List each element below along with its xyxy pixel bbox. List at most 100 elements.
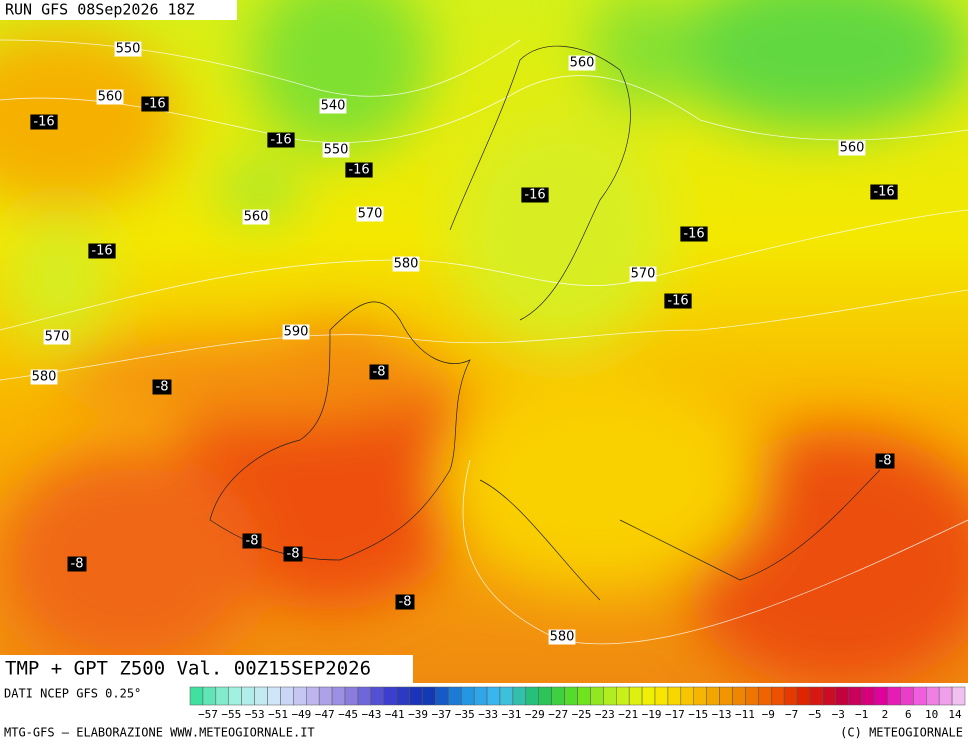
height-label-bg bbox=[548, 629, 576, 645]
temperature-label: -16 bbox=[524, 188, 545, 203]
scale-label: −11 bbox=[735, 708, 755, 721]
scale-swatch bbox=[383, 686, 397, 706]
temperature-label-bg bbox=[680, 226, 708, 242]
scale-label: −51 bbox=[268, 708, 288, 721]
temperature-label: -8 bbox=[246, 534, 259, 549]
scale-swatch bbox=[241, 686, 255, 706]
scale-label: −49 bbox=[291, 708, 311, 721]
scale-label: −5 bbox=[808, 708, 821, 721]
scale-label: −41 bbox=[385, 708, 405, 721]
scale-label: −23 bbox=[595, 708, 615, 721]
temperature-label-bg bbox=[242, 533, 262, 549]
scale-swatch bbox=[512, 686, 527, 706]
height-label: 570 bbox=[358, 207, 383, 222]
height-label-bg bbox=[356, 206, 384, 222]
height-label-bg bbox=[319, 98, 347, 114]
scale-swatch bbox=[887, 686, 901, 706]
scale-swatch bbox=[215, 686, 229, 706]
height-label-bg bbox=[629, 266, 657, 282]
scale-swatch bbox=[603, 686, 617, 706]
scale-label: −1 bbox=[855, 708, 868, 721]
scale-label: −35 bbox=[455, 708, 475, 721]
scale-swatch bbox=[293, 686, 307, 706]
scale-swatch bbox=[874, 686, 888, 706]
scale-swatch bbox=[732, 686, 746, 706]
scale-label: −55 bbox=[221, 708, 241, 721]
map-title: TMP + GPT Z500 Val. 00Z15SEP2026 bbox=[5, 658, 371, 680]
height-label: 560 bbox=[840, 141, 865, 156]
scale-label: −9 bbox=[762, 708, 775, 721]
temperature-label-bg bbox=[345, 162, 373, 178]
scale-swatch bbox=[280, 686, 294, 706]
height-label: 590 bbox=[284, 325, 309, 340]
height-label: 580 bbox=[394, 257, 419, 272]
height-label: 560 bbox=[98, 90, 123, 105]
height-label-bg bbox=[282, 324, 310, 340]
height-label: 560 bbox=[570, 56, 595, 71]
scale-swatch bbox=[822, 686, 837, 706]
source-label: DATI NCEP GFS 0.25° bbox=[4, 687, 141, 701]
scale-swatch bbox=[318, 686, 333, 706]
height-label-bg bbox=[322, 142, 350, 158]
scale-swatch bbox=[900, 686, 914, 706]
scale-label: −15 bbox=[688, 708, 708, 721]
scale-label: −33 bbox=[478, 708, 498, 721]
temperature-label: -16 bbox=[270, 133, 291, 148]
scale-swatch bbox=[331, 686, 346, 706]
temperature-label: -16 bbox=[144, 97, 165, 112]
scale-label: −25 bbox=[572, 708, 592, 721]
temperature-label: -8 bbox=[287, 547, 300, 562]
temperature-label-bg bbox=[267, 132, 295, 148]
height-label: 560 bbox=[244, 210, 269, 225]
scale-swatch bbox=[667, 686, 682, 706]
temperature-label: -16 bbox=[348, 163, 369, 178]
scale-swatch bbox=[370, 686, 385, 706]
scale-swatch bbox=[254, 686, 268, 706]
scale-swatch bbox=[357, 686, 372, 706]
scale-swatch bbox=[719, 686, 733, 706]
scale-label: −37 bbox=[432, 708, 452, 721]
scale-swatch bbox=[693, 686, 707, 706]
title-box bbox=[0, 655, 413, 683]
temperature-label-bg bbox=[395, 594, 415, 610]
temperature-label-bg bbox=[67, 556, 87, 572]
temperature-label-bg bbox=[30, 114, 58, 130]
height-label-bg bbox=[392, 256, 420, 272]
scale-swatch bbox=[938, 686, 953, 706]
scale-swatch bbox=[577, 686, 591, 706]
scale-swatch bbox=[745, 686, 759, 706]
height-contours bbox=[0, 39, 968, 645]
height-label: 550 bbox=[116, 42, 141, 57]
scale-label: −27 bbox=[548, 708, 568, 721]
scale-swatch bbox=[809, 686, 824, 706]
temperature-label-bg bbox=[369, 364, 389, 380]
scale-label: −3 bbox=[832, 708, 845, 721]
temperature-label: -16 bbox=[873, 185, 894, 200]
temperature-label-bg bbox=[88, 243, 116, 259]
scale-swatch bbox=[448, 686, 462, 706]
scale-label: −45 bbox=[338, 708, 358, 721]
temperature-field bbox=[0, 0, 968, 690]
temperature-label: -8 bbox=[399, 595, 412, 610]
height-label: 550 bbox=[324, 143, 349, 158]
scale-swatch bbox=[783, 686, 798, 706]
scale-label: −13 bbox=[712, 708, 732, 721]
temperature-label-bg bbox=[870, 184, 898, 200]
height-label: 540 bbox=[321, 99, 346, 114]
scale-swatch bbox=[848, 686, 862, 706]
scale-label: −29 bbox=[525, 708, 545, 721]
run-box bbox=[0, 0, 237, 20]
scale-swatch bbox=[396, 686, 410, 706]
scale-swatch bbox=[525, 686, 539, 706]
scale-label: 6 bbox=[905, 708, 912, 721]
scale-label: −7 bbox=[785, 708, 798, 721]
temperature-label: -8 bbox=[156, 380, 169, 395]
scale-swatch bbox=[616, 686, 630, 706]
scale-label: −53 bbox=[245, 708, 265, 721]
scale-swatch bbox=[951, 686, 966, 706]
scale-swatch bbox=[435, 686, 449, 706]
height-label: 570 bbox=[45, 330, 70, 345]
scale-swatch bbox=[771, 686, 785, 706]
temperature-label: -8 bbox=[879, 454, 892, 469]
height-label: 580 bbox=[32, 370, 57, 385]
